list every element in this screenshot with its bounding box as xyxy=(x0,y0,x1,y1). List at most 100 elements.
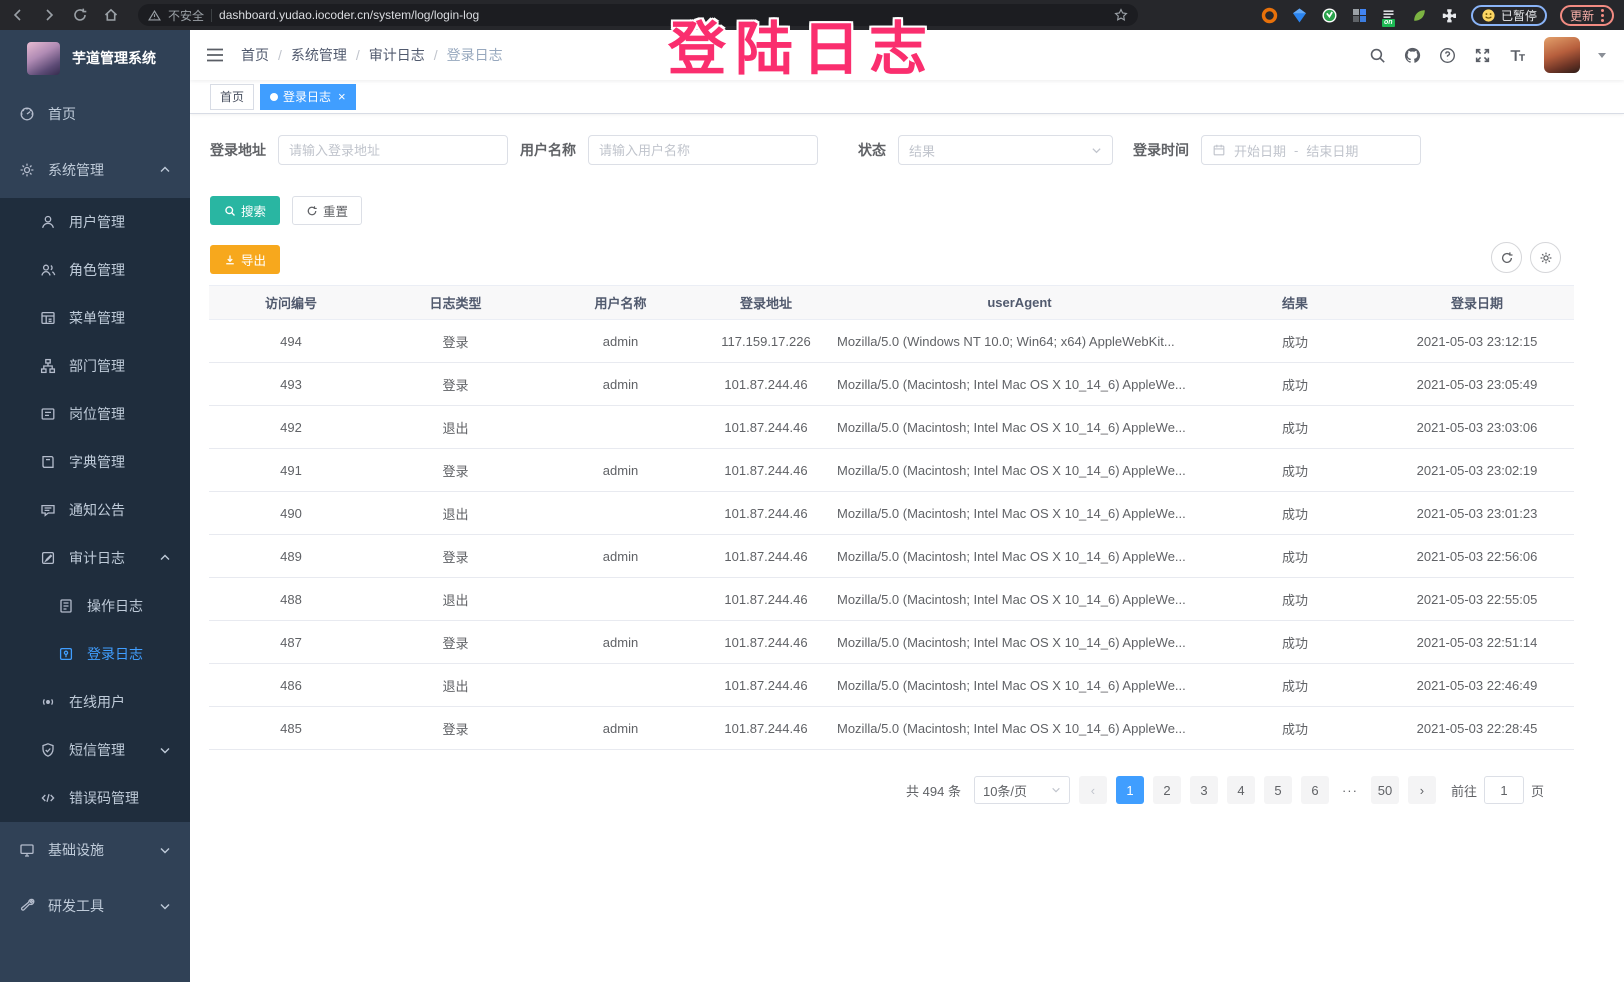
home-icon[interactable] xyxy=(103,7,119,23)
table-row[interactable]: 492 退出 101.87.244.46 Mozilla/5.0 (Macintosh… xyxy=(209,405,1574,449)
code-icon xyxy=(40,790,56,806)
ext-blue-gem-icon[interactable] xyxy=(1291,7,1308,24)
extension-badge: on xyxy=(1381,18,1395,27)
paused-extension-chip[interactable]: 已暂停 xyxy=(1470,4,1547,26)
fullscreen-icon[interactable] xyxy=(1474,47,1491,64)
tag-label: 首页 xyxy=(220,90,245,104)
ext-green-circle-icon[interactable] xyxy=(1321,7,1338,24)
column-settings-icon[interactable] xyxy=(1530,242,1561,273)
tags-bar: 首页 登录日志 × xyxy=(190,80,1624,114)
page-button-4[interactable]: 4 xyxy=(1226,776,1255,804)
sidebar-item-sms-management[interactable]: 短信管理 xyxy=(0,726,190,774)
column-header: 访问编号 xyxy=(209,285,373,320)
sidebar-item-notice-announcement[interactable]: 通知公告 xyxy=(0,486,190,534)
table-cell: 成功 xyxy=(1210,319,1380,363)
sidebar-item-dict-management[interactable]: 字典管理 xyxy=(0,438,190,486)
update-button[interactable]: 更新 xyxy=(1559,4,1614,26)
chevron-down-icon xyxy=(159,900,171,912)
bookmark-star-icon[interactable] xyxy=(1114,8,1128,22)
ext-list-on-icon[interactable]: on xyxy=(1381,7,1398,27)
logo-row[interactable]: 芋道管理系统 xyxy=(0,30,190,86)
search-icon[interactable] xyxy=(1369,47,1386,64)
page-button-1[interactable]: 1 xyxy=(1115,776,1144,804)
close-icon[interactable]: × xyxy=(338,89,346,104)
reset-button[interactable]: 重置 xyxy=(292,196,363,225)
security-label[interactable]: 不安全 xyxy=(168,8,205,23)
sidebar-item-audit-log[interactable]: 审计日志 xyxy=(0,534,190,582)
sidebar-item-dev-tools[interactable]: 研发工具 xyxy=(0,878,190,934)
search-button[interactable]: 搜索 xyxy=(210,196,281,225)
table-row[interactable]: 485 登录 admin 101.87.244.46 Mozilla/5.0 (Maci… xyxy=(209,706,1574,750)
github-icon[interactable] xyxy=(1404,47,1421,64)
username-input[interactable] xyxy=(588,135,818,165)
page-button-50[interactable]: 50 xyxy=(1370,776,1399,804)
login-log-table: 访问编号 日志类型 用户名称 登录地址 userAgent 结果 登录日期 494 登录 adm… xyxy=(209,285,1574,750)
breadcrumb-item[interactable]: 系统管理 xyxy=(290,47,347,63)
page-button-6[interactable]: 6 xyxy=(1300,776,1329,804)
sidebar-item-post-management[interactable]: 岗位管理 xyxy=(0,390,190,438)
url-text[interactable]: dashboard.yudao.iocoder.cn/system/log/lo… xyxy=(219,8,480,22)
table-cell: 494 xyxy=(209,319,373,363)
table-cell: 2021-05-03 23:02:19 xyxy=(1380,448,1574,492)
address-bar[interactable]: 不安全 dashboard.yudao.iocoder.cn/system/lo… xyxy=(138,4,1138,26)
hamburger-icon[interactable] xyxy=(205,45,225,65)
sidebar-item-operation-log[interactable]: 操作日志 xyxy=(0,582,190,630)
browser-toolbar: 不安全 dashboard.yudao.iocoder.cn/system/lo… xyxy=(0,0,1624,30)
sms-icon xyxy=(40,742,56,758)
font-size-icon[interactable] xyxy=(1509,47,1526,64)
forward-icon[interactable] xyxy=(41,7,57,23)
login-time-label: 登录时间 xyxy=(1133,142,1189,158)
login-address-input[interactable] xyxy=(278,135,508,165)
back-icon[interactable] xyxy=(10,7,26,23)
sidebar-item-error-code-management[interactable]: 错误码管理 xyxy=(0,774,190,822)
user-avatar[interactable] xyxy=(1544,37,1580,73)
sidebar-item-infrastructure[interactable]: 基础设施 xyxy=(0,822,190,878)
sidebar-item-menu-management[interactable]: 菜单管理 xyxy=(0,294,190,342)
status-select[interactable]: 结果 xyxy=(898,135,1113,165)
ext-green-leaf-icon[interactable] xyxy=(1411,7,1428,24)
page-button-3[interactable]: 3 xyxy=(1189,776,1218,804)
sidebar-item-dept-management[interactable]: 部门管理 xyxy=(0,342,190,390)
ext-puzzle-icon[interactable] xyxy=(1441,7,1458,24)
prev-page-button[interactable]: ‹ xyxy=(1078,776,1107,804)
sidebar-item-home[interactable]: 首页 xyxy=(0,86,190,142)
sidebar-item-role-management[interactable]: 角色管理 xyxy=(0,246,190,294)
sidebar-item-system-management[interactable]: 系统管理 xyxy=(0,142,190,198)
table-row[interactable]: 488 退出 101.87.244.46 Mozilla/5.0 (Macintosh… xyxy=(209,577,1574,621)
page-size-select[interactable]: 10条/页 xyxy=(973,776,1070,804)
help-icon[interactable] xyxy=(1439,47,1456,64)
table-row[interactable]: 489 登录 admin 101.87.244.46 Mozilla/5.0 (Maci… xyxy=(209,534,1574,578)
avatar-caret-icon[interactable] xyxy=(1598,52,1606,62)
more-pages-icon[interactable]: ··· xyxy=(1341,782,1358,798)
table-row[interactable]: 494 登录 admin 117.159.17.226 Mozilla/5.0 (Win… xyxy=(209,319,1574,363)
browser-menu-icon[interactable] xyxy=(1601,8,1604,22)
sidebar-item-user-management[interactable]: 用户管理 xyxy=(0,198,190,246)
sidebar-item-label: 部门管理 xyxy=(69,358,125,374)
ext-grid-icon[interactable] xyxy=(1351,7,1368,24)
tag-item[interactable]: 首页 xyxy=(210,83,255,110)
table-row[interactable]: 490 退出 101.87.244.46 Mozilla/5.0 (Macintosh… xyxy=(209,491,1574,535)
export-button[interactable]: 导出 xyxy=(210,245,281,274)
table-row[interactable]: 486 退出 101.87.244.46 Mozilla/5.0 (Macintosh… xyxy=(209,663,1574,707)
page-button-2[interactable]: 2 xyxy=(1152,776,1181,804)
login-time-range-picker[interactable]: 开始日期 - 结束日期 xyxy=(1201,135,1421,165)
page-unit-label: 页 xyxy=(1530,783,1544,799)
table-cell: 486 xyxy=(209,663,373,707)
tag-active[interactable]: 登录日志 × xyxy=(260,83,356,110)
next-page-button[interactable]: › xyxy=(1407,776,1436,804)
table-row[interactable]: 493 登录 admin 101.87.244.46 Mozilla/5.0 (Maci… xyxy=(209,362,1574,406)
breadcrumb-item[interactable]: 审计日志 xyxy=(368,47,425,63)
sidebar-item-online-users[interactable]: 在线用户 xyxy=(0,678,190,726)
breadcrumb-item[interactable]: 首页 xyxy=(241,47,269,63)
table-row[interactable]: 487 登录 admin 101.87.244.46 Mozilla/5.0 (Maci… xyxy=(209,620,1574,664)
chevron-up-icon xyxy=(159,552,171,564)
ext-orange-ring-icon[interactable] xyxy=(1261,7,1278,24)
sidebar-item-login-log[interactable]: 登录日志 xyxy=(0,630,190,678)
page-button-5[interactable]: 5 xyxy=(1263,776,1292,804)
post-icon xyxy=(40,406,56,422)
table-row[interactable]: 491 登录 admin 101.87.244.46 Mozilla/5.0 (Maci… xyxy=(209,448,1574,492)
reload-icon[interactable] xyxy=(72,7,88,23)
refresh-icon[interactable] xyxy=(1491,242,1522,273)
goto-page-input[interactable] xyxy=(1483,776,1524,804)
